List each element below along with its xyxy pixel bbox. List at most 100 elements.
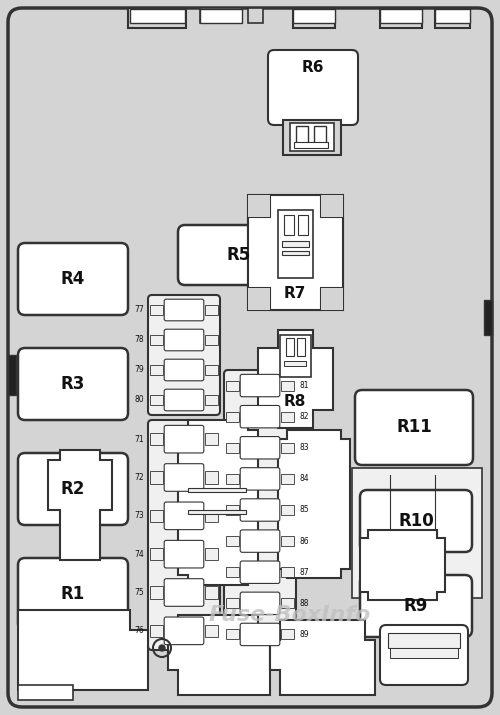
Bar [281, 474, 294, 484]
Polygon shape [178, 420, 258, 585]
Bar [294, 142, 328, 148]
Bar [380, 9, 422, 23]
Bar [321, 195, 343, 217]
Bar [226, 536, 239, 546]
Bar [296, 126, 308, 146]
Polygon shape [360, 530, 445, 600]
Bar [150, 305, 163, 315]
Bar [188, 488, 246, 492]
Text: 72: 72 [134, 473, 144, 482]
Bar [314, 126, 326, 146]
Bar [226, 380, 239, 390]
Bar [150, 510, 163, 522]
Bar [248, 8, 263, 23]
Bar [298, 215, 308, 235]
FancyBboxPatch shape [178, 225, 300, 285]
Bar [226, 567, 239, 577]
FancyBboxPatch shape [164, 299, 204, 321]
FancyBboxPatch shape [164, 389, 204, 411]
Polygon shape [258, 330, 333, 428]
Text: R4: R4 [61, 270, 85, 288]
Bar [150, 433, 163, 445]
Bar [380, 8, 422, 28]
FancyBboxPatch shape [240, 437, 280, 459]
FancyBboxPatch shape [164, 578, 204, 606]
Bar [205, 471, 218, 484]
Bar [150, 365, 163, 375]
FancyBboxPatch shape [164, 541, 204, 568]
Bar [293, 8, 335, 28]
Bar [205, 335, 218, 345]
FancyBboxPatch shape [240, 499, 280, 521]
FancyBboxPatch shape [164, 502, 204, 530]
FancyBboxPatch shape [240, 405, 280, 428]
Bar [205, 510, 218, 522]
Text: 78: 78 [134, 335, 144, 345]
FancyBboxPatch shape [224, 370, 296, 650]
Bar [484, 300, 492, 335]
Bar [435, 9, 470, 23]
Polygon shape [248, 195, 343, 310]
Bar [321, 288, 343, 310]
Text: 88: 88 [300, 599, 310, 608]
Polygon shape [168, 615, 270, 695]
FancyBboxPatch shape [18, 348, 128, 420]
Bar [128, 8, 186, 28]
FancyBboxPatch shape [18, 558, 128, 630]
Text: 89: 89 [300, 630, 310, 639]
Bar [281, 629, 294, 639]
Bar [297, 338, 305, 356]
Text: 81: 81 [300, 381, 310, 390]
FancyBboxPatch shape [240, 468, 280, 490]
Bar [281, 536, 294, 546]
Bar [435, 8, 470, 28]
Bar [205, 548, 218, 561]
Bar [188, 510, 246, 514]
Bar [284, 215, 294, 235]
Text: 73: 73 [134, 511, 144, 521]
FancyBboxPatch shape [240, 592, 280, 614]
FancyBboxPatch shape [148, 295, 220, 415]
Bar [226, 629, 239, 639]
Bar [388, 633, 460, 648]
Text: 75: 75 [134, 588, 144, 597]
Text: R8: R8 [284, 395, 306, 410]
Text: 83: 83 [300, 443, 310, 453]
Bar [282, 241, 309, 247]
Bar [248, 288, 270, 310]
FancyBboxPatch shape [360, 490, 472, 552]
Bar [352, 468, 482, 598]
Bar [280, 335, 311, 377]
Bar [150, 625, 163, 637]
Bar [281, 412, 294, 422]
FancyBboxPatch shape [164, 617, 204, 645]
Text: R10: R10 [398, 512, 434, 530]
Bar [205, 365, 218, 375]
FancyBboxPatch shape [164, 425, 204, 453]
Circle shape [159, 645, 165, 651]
Bar [226, 412, 239, 422]
Bar [150, 395, 163, 405]
Bar [200, 9, 242, 23]
FancyBboxPatch shape [240, 530, 280, 552]
Text: R2: R2 [61, 480, 85, 498]
FancyBboxPatch shape [240, 375, 280, 397]
Bar [150, 548, 163, 561]
Bar [278, 210, 313, 278]
FancyBboxPatch shape [355, 390, 473, 465]
FancyBboxPatch shape [148, 420, 220, 650]
Bar [205, 305, 218, 315]
FancyBboxPatch shape [360, 575, 472, 637]
Bar [205, 586, 218, 598]
FancyBboxPatch shape [380, 625, 468, 685]
Bar [248, 195, 270, 217]
Bar [390, 648, 458, 658]
Bar [226, 598, 239, 608]
Polygon shape [270, 620, 375, 695]
FancyBboxPatch shape [8, 8, 492, 707]
Text: 80: 80 [134, 395, 144, 405]
Bar [281, 567, 294, 577]
Bar [281, 443, 294, 453]
Polygon shape [18, 610, 148, 690]
Text: 76: 76 [134, 626, 144, 636]
